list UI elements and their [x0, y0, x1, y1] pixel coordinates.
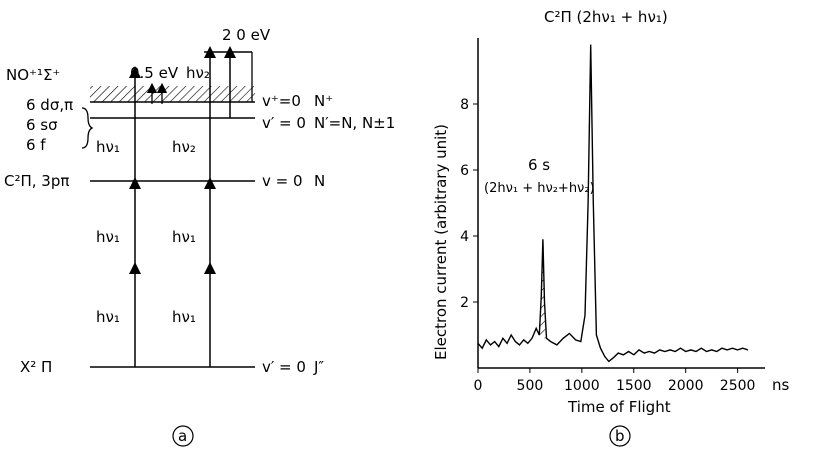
x-tick-label: 0: [474, 378, 483, 394]
ion-state-label: NO⁺¹Σ⁺: [6, 66, 60, 84]
hv1-a-label: hν₁: [96, 228, 120, 246]
y-tick-label: 2: [460, 295, 469, 311]
rydberg-6s-label: 6 sσ: [26, 116, 58, 134]
y-tick-label: 8: [460, 97, 469, 113]
energy-level-diagram: 2 0 eV 0.5 eV hν₂ hν₁ hν₂ hν₁ hν₁ hν₁ hν…: [4, 26, 395, 447]
rydberg-6d-label: 6 dσ,π: [26, 96, 73, 114]
c-v-label: v = 0: [262, 172, 303, 190]
x-axis-label: Time of Flight: [567, 398, 671, 416]
caption-a: a: [178, 427, 187, 445]
caption-b: b: [615, 427, 625, 445]
rydberg-6f-label: 6 f: [26, 136, 46, 154]
caption-a-circle: [172, 425, 194, 447]
x-tick-label: 1000: [564, 378, 600, 394]
c-state-label: C²Π, 3pπ: [4, 172, 69, 190]
peak-c2pi-label: C²Π (2hν₁ + hν₁): [544, 8, 668, 26]
y-tick-label: 4: [460, 229, 469, 245]
hv1-d-label: hν₁: [172, 308, 196, 326]
ground-state-label: X² Π: [20, 358, 52, 376]
ground-v-label: v′ = 0: [262, 358, 306, 376]
ryd-v-label: v′ = 0: [262, 114, 306, 132]
x-tick-label: 2000: [668, 378, 704, 394]
x-unit-label: ns: [772, 376, 790, 394]
hv1-b-label: hν₁: [172, 228, 196, 246]
energy-05ev-label: 0.5 eV: [130, 64, 179, 82]
peak-6s-title: 6 s: [528, 156, 550, 174]
hv2-mid-label: hν₂: [172, 138, 196, 156]
ion-continuum-hatch: [90, 86, 255, 102]
ion-n-label: N⁺: [314, 92, 333, 110]
ion-v-label: v⁺=0: [262, 92, 301, 110]
x-tick-label: 500: [517, 378, 544, 394]
x-tick-label: 1500: [616, 378, 652, 394]
caption-b-circle: [609, 425, 631, 447]
energy-20ev-label: 2 0 eV: [222, 26, 271, 44]
c-n-label: N: [314, 172, 325, 190]
tof-trace: [477, 44, 749, 363]
y-tick-label: 6: [460, 163, 469, 179]
hv1-mid-label: hν₁: [96, 138, 120, 156]
ryd-n-label: N′=N, N±1: [314, 114, 395, 132]
hv1-c-label: hν₁: [96, 308, 120, 326]
hv2-top-label: hν₂: [186, 64, 210, 82]
ground-j-label: J″: [313, 358, 324, 376]
rydberg-brace: [81, 107, 94, 149]
x-tick-label: 2500: [720, 378, 756, 394]
peak-6s-formula: (2hν₁ + hν₂+hν₂): [484, 181, 595, 196]
y-axis-label: Electron current (arbitrary unit): [432, 124, 450, 360]
